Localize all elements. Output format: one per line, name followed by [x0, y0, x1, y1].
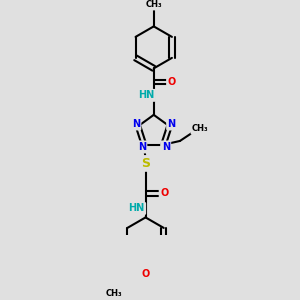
Text: N: N [132, 119, 140, 129]
Text: O: O [141, 269, 150, 279]
Text: N: N [168, 119, 176, 129]
Text: HN: HN [138, 90, 154, 100]
Text: CH₃: CH₃ [192, 124, 208, 134]
Text: O: O [168, 77, 176, 87]
Text: S: S [141, 157, 150, 170]
Text: CH₃: CH₃ [106, 290, 122, 298]
Text: CH₃: CH₃ [146, 0, 162, 9]
Text: N: N [162, 142, 170, 152]
Text: O: O [160, 188, 168, 198]
Text: HN: HN [128, 203, 145, 213]
Text: N: N [138, 142, 146, 152]
